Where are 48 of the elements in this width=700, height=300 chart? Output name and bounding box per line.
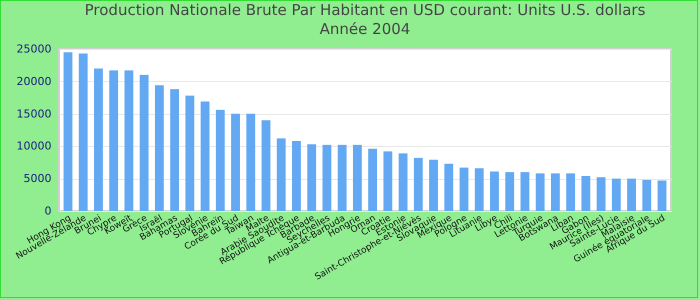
bar bbox=[642, 180, 652, 211]
bar bbox=[246, 114, 256, 211]
bar bbox=[368, 148, 378, 211]
bar bbox=[231, 114, 240, 211]
y-tick-label: 20000 bbox=[16, 74, 52, 88]
chart-subtitle: Année 2004 bbox=[320, 20, 410, 38]
y-tick-label: 0 bbox=[44, 204, 52, 218]
bar bbox=[490, 171, 499, 211]
bar bbox=[276, 138, 286, 211]
bar bbox=[262, 120, 270, 211]
bar bbox=[596, 177, 606, 211]
bar bbox=[460, 168, 468, 211]
bar bbox=[474, 168, 484, 211]
bar bbox=[520, 172, 530, 211]
bar bbox=[124, 70, 134, 211]
bar bbox=[536, 173, 545, 211]
bar bbox=[398, 153, 408, 211]
bar bbox=[170, 89, 180, 211]
bar bbox=[109, 70, 118, 211]
bar bbox=[566, 173, 576, 211]
chart-title: Production Nationale Brute Par Habitant en USD courant: Units U.S. dollars bbox=[84, 1, 646, 19]
bar bbox=[200, 101, 210, 211]
bar bbox=[612, 178, 621, 211]
bar bbox=[550, 173, 560, 211]
bar bbox=[505, 172, 514, 211]
bar bbox=[140, 74, 149, 211]
bar bbox=[185, 96, 194, 211]
bar bbox=[292, 141, 301, 211]
bar bbox=[338, 144, 347, 211]
y-tick-label: 10000 bbox=[16, 140, 52, 153]
bar bbox=[78, 54, 88, 211]
bar bbox=[658, 180, 666, 211]
bar bbox=[352, 144, 362, 211]
bar bbox=[322, 144, 332, 211]
bar bbox=[581, 176, 590, 211]
bar bbox=[94, 68, 103, 211]
bar bbox=[444, 164, 454, 211]
y-tick-label: 15000 bbox=[16, 107, 52, 120]
bar bbox=[216, 110, 225, 211]
bar bbox=[429, 160, 438, 211]
y-tick-label: 25000 bbox=[16, 42, 52, 56]
bar bbox=[154, 85, 164, 211]
bar bbox=[627, 178, 636, 211]
bar bbox=[307, 144, 316, 211]
bar bbox=[64, 52, 72, 211]
bar bbox=[414, 158, 423, 211]
bar bbox=[383, 151, 392, 211]
y-tick-label: 5000 bbox=[24, 172, 52, 186]
